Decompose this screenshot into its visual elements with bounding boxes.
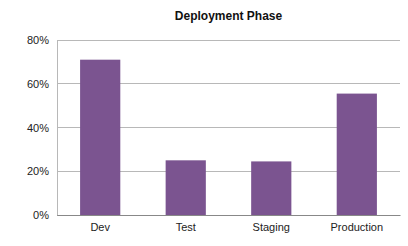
chart: 0%20%40%60%80%DevTestStagingProductionDe… — [0, 0, 408, 246]
bars — [80, 60, 377, 215]
y-axis-line — [57, 41, 58, 216]
x-tick: Test — [176, 215, 196, 233]
bar — [166, 160, 206, 215]
x-tick-label: Dev — [90, 221, 110, 233]
y-axis: 0% 20% 40% 60% 80% — [27, 34, 58, 221]
y-tick: 60% — [27, 78, 57, 90]
y-tick: 20% — [27, 165, 57, 177]
y-tick: 0% — [33, 209, 57, 221]
x-tick: Staging — [253, 215, 290, 233]
x-tick-label: Test — [176, 221, 196, 233]
x-tick: Production — [331, 215, 384, 233]
y-tick: 40% — [27, 122, 57, 134]
x-axis-line — [58, 215, 401, 216]
x-axis: Dev Test Staging Production — [58, 215, 401, 233]
bar — [80, 60, 120, 215]
y-tick-label: 0% — [33, 209, 49, 221]
x-tick-label: Production — [331, 221, 384, 233]
y-tick: 80% — [27, 34, 57, 46]
bar — [337, 94, 377, 215]
y-tick-label: 60% — [27, 78, 49, 90]
title: Deployment Phase — [175, 9, 283, 23]
x-tick-label: Staging — [253, 221, 290, 233]
y-tick-label: 80% — [27, 34, 49, 46]
y-tick-label: 20% — [27, 165, 49, 177]
bar — [251, 161, 291, 215]
grid — [57, 40, 400, 215]
y-tick-label: 40% — [27, 122, 49, 134]
grid-line — [57, 40, 400, 41]
x-tick: Dev — [90, 215, 110, 233]
plot: 0% 20% 40% 60% 80% Dev Test Staging Production — [27, 34, 401, 233]
